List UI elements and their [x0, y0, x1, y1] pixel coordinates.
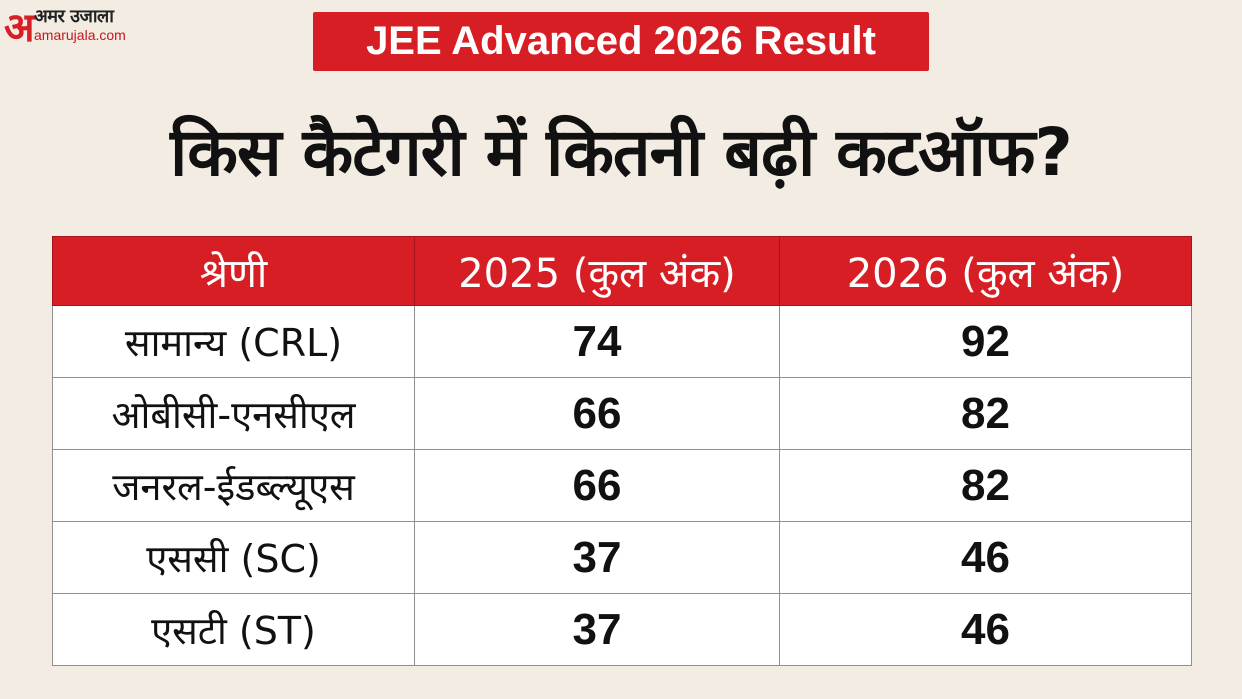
amarujala-logo[interactable]: अ अमर उजाला amarujala.com: [4, 4, 172, 51]
category-cell: जनरल-ईडब्ल्यूएस: [52, 449, 415, 522]
table-row: एससी (SC) 37 46: [52, 521, 1192, 594]
table-row: ओबीसी-एनसीएल 66 82: [52, 377, 1192, 450]
header-2026: 2026 (कुल अंक): [779, 236, 1192, 306]
category-cell: सामान्य (CRL): [52, 305, 415, 378]
page-title: किस कैटेगरी में कितनी बढ़ी कटऑफ?: [170, 114, 1073, 191]
cutoff-2025-cell: 66: [414, 449, 780, 522]
table-row: जनरल-ईडब्ल्यूएस 66 82: [52, 449, 1192, 522]
header-category: श्रेणी: [52, 236, 415, 306]
table-row: एसटी (ST) 37 46: [52, 593, 1192, 666]
cutoff-2026-cell: 82: [779, 449, 1192, 522]
logo-domain: amarujala.com: [34, 27, 126, 43]
cutoff-2026-cell: 46: [779, 521, 1192, 594]
logo-hindi-text: अमर उजाला: [34, 6, 114, 27]
cutoff-2025-cell: 37: [414, 521, 780, 594]
cutoff-2026-cell: 46: [779, 593, 1192, 666]
header-2025: 2025 (कुल अंक): [414, 236, 780, 306]
cutoff-2025-cell: 74: [414, 305, 780, 378]
cutoff-table: श्रेणी 2025 (कुल अंक) 2026 (कुल अंक) साम…: [52, 236, 1192, 666]
result-badge: JEE Advanced 2026 Result: [313, 12, 929, 71]
logo-glyph: अ: [4, 4, 35, 51]
cutoff-2025-cell: 66: [414, 377, 780, 450]
category-cell: ओबीसी-एनसीएल: [52, 377, 415, 450]
table-row: सामान्य (CRL) 74 92: [52, 305, 1192, 378]
category-cell: एसटी (ST): [52, 593, 415, 666]
category-cell: एससी (SC): [52, 521, 415, 594]
cutoff-2026-cell: 82: [779, 377, 1192, 450]
cutoff-2025-cell: 37: [414, 593, 780, 666]
cutoff-2026-cell: 92: [779, 305, 1192, 378]
table-header-row: श्रेणी 2025 (कुल अंक) 2026 (कुल अंक): [52, 236, 1192, 306]
